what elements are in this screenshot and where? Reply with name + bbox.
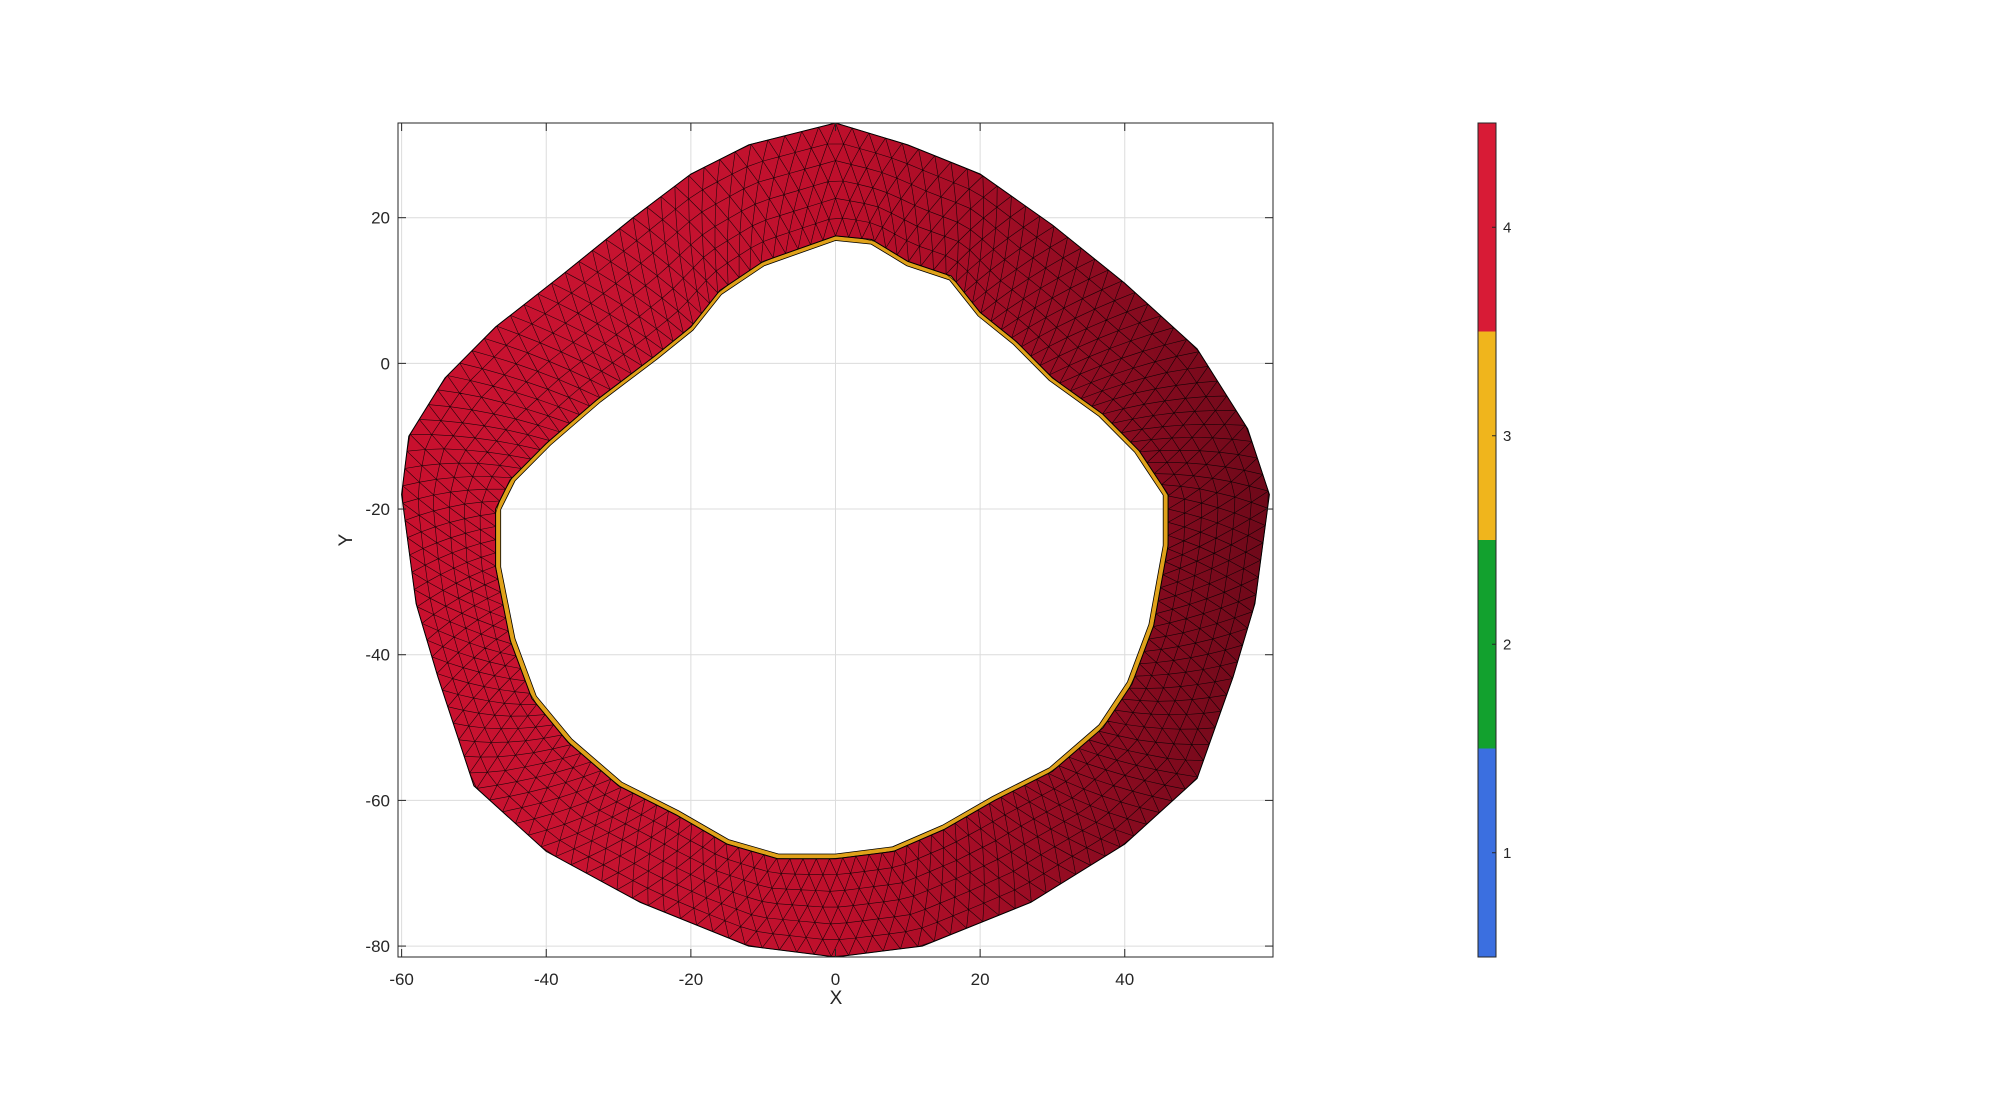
mesh-shading	[401, 123, 1270, 957]
y-tick-label: -20	[365, 500, 390, 519]
x-tick-label: -20	[679, 970, 704, 989]
colorbar-segment	[1478, 123, 1496, 332]
colorbar-tick-label: 4	[1503, 219, 1511, 236]
colorbar-segment	[1478, 540, 1496, 749]
x-tick-label: 0	[831, 970, 840, 989]
colorbar-tick-label: 2	[1503, 636, 1511, 653]
x-tick-label: 40	[1115, 970, 1134, 989]
colorbar-segment	[1478, 748, 1496, 957]
y-tick-label: -60	[365, 791, 390, 810]
mesh-outline	[401, 123, 1270, 957]
y-tick-label: -80	[365, 937, 390, 956]
axis-ticks: -60 -40 -20 0 20 40 -80 -60 -40 -20 0 20	[365, 123, 1273, 989]
x-axis-label: X	[830, 988, 843, 1009]
colorbar: 1 2 3 4	[1477, 122, 1511, 958]
x-tick-label: -40	[534, 970, 559, 989]
colorbar-segment	[1478, 331, 1496, 540]
colorbar-tick-label: 3	[1503, 428, 1511, 445]
y-tick-label: -40	[365, 646, 390, 665]
x-tick-label: 20	[971, 970, 990, 989]
y-tick-label: 20	[371, 209, 390, 228]
y-tick-label: 0	[381, 354, 390, 373]
y-axis-label: Y	[336, 533, 357, 546]
x-tick-label: -60	[389, 970, 414, 989]
colorbar-tick-label: 1	[1503, 845, 1511, 862]
colorbar-frame	[1477, 122, 1497, 958]
